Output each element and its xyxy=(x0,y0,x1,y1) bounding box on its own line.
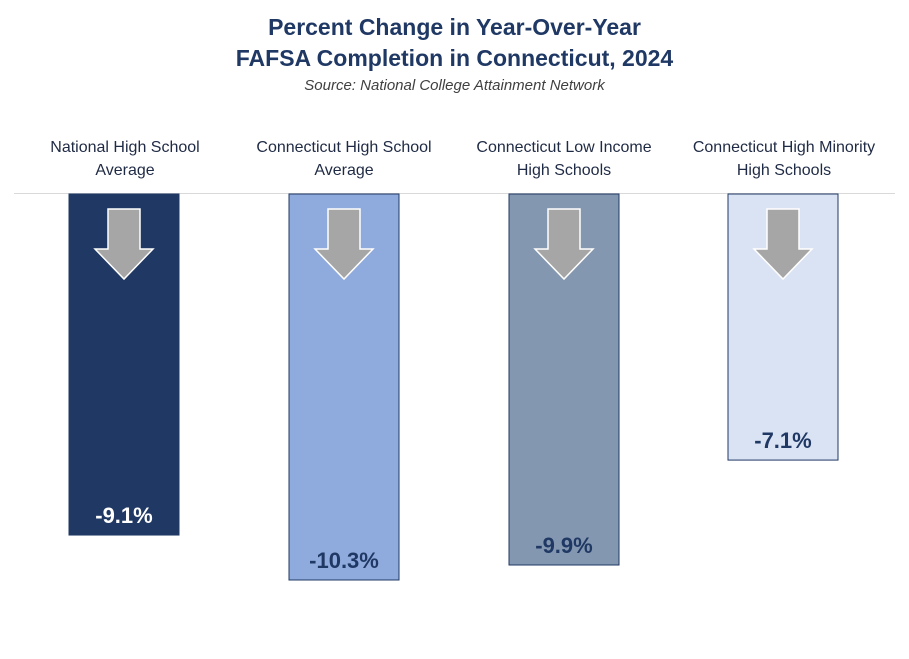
category-label-ct-low-income: Connecticut Low Income High Schools xyxy=(476,139,652,179)
down-arrow-icon xyxy=(313,208,375,281)
category-label-ct-average: Connecticut High School Average xyxy=(256,139,432,179)
data-label-4: -7.1% xyxy=(754,428,811,453)
chart-subtitle: Source: National College Attainment Netw… xyxy=(304,77,605,94)
down-arrow-icon xyxy=(533,208,595,281)
data-label-2: -10.3% xyxy=(309,548,379,573)
category-label-national: National High School Average xyxy=(50,139,200,179)
chart-title-line-1: Percent Change in Year-Over-Year xyxy=(268,14,641,40)
down-arrow-icon xyxy=(752,208,814,281)
chart-baseline xyxy=(14,193,895,194)
down-arrow-icon xyxy=(93,208,155,281)
data-label-3: -9.9% xyxy=(535,533,592,558)
data-label-1: -9.1% xyxy=(95,503,152,528)
category-label-ct-high-minority: Connecticut High Minority High Schools xyxy=(692,139,876,179)
chart-title-line-2: FAFSA Completion in Connecticut, 2024 xyxy=(235,45,674,71)
